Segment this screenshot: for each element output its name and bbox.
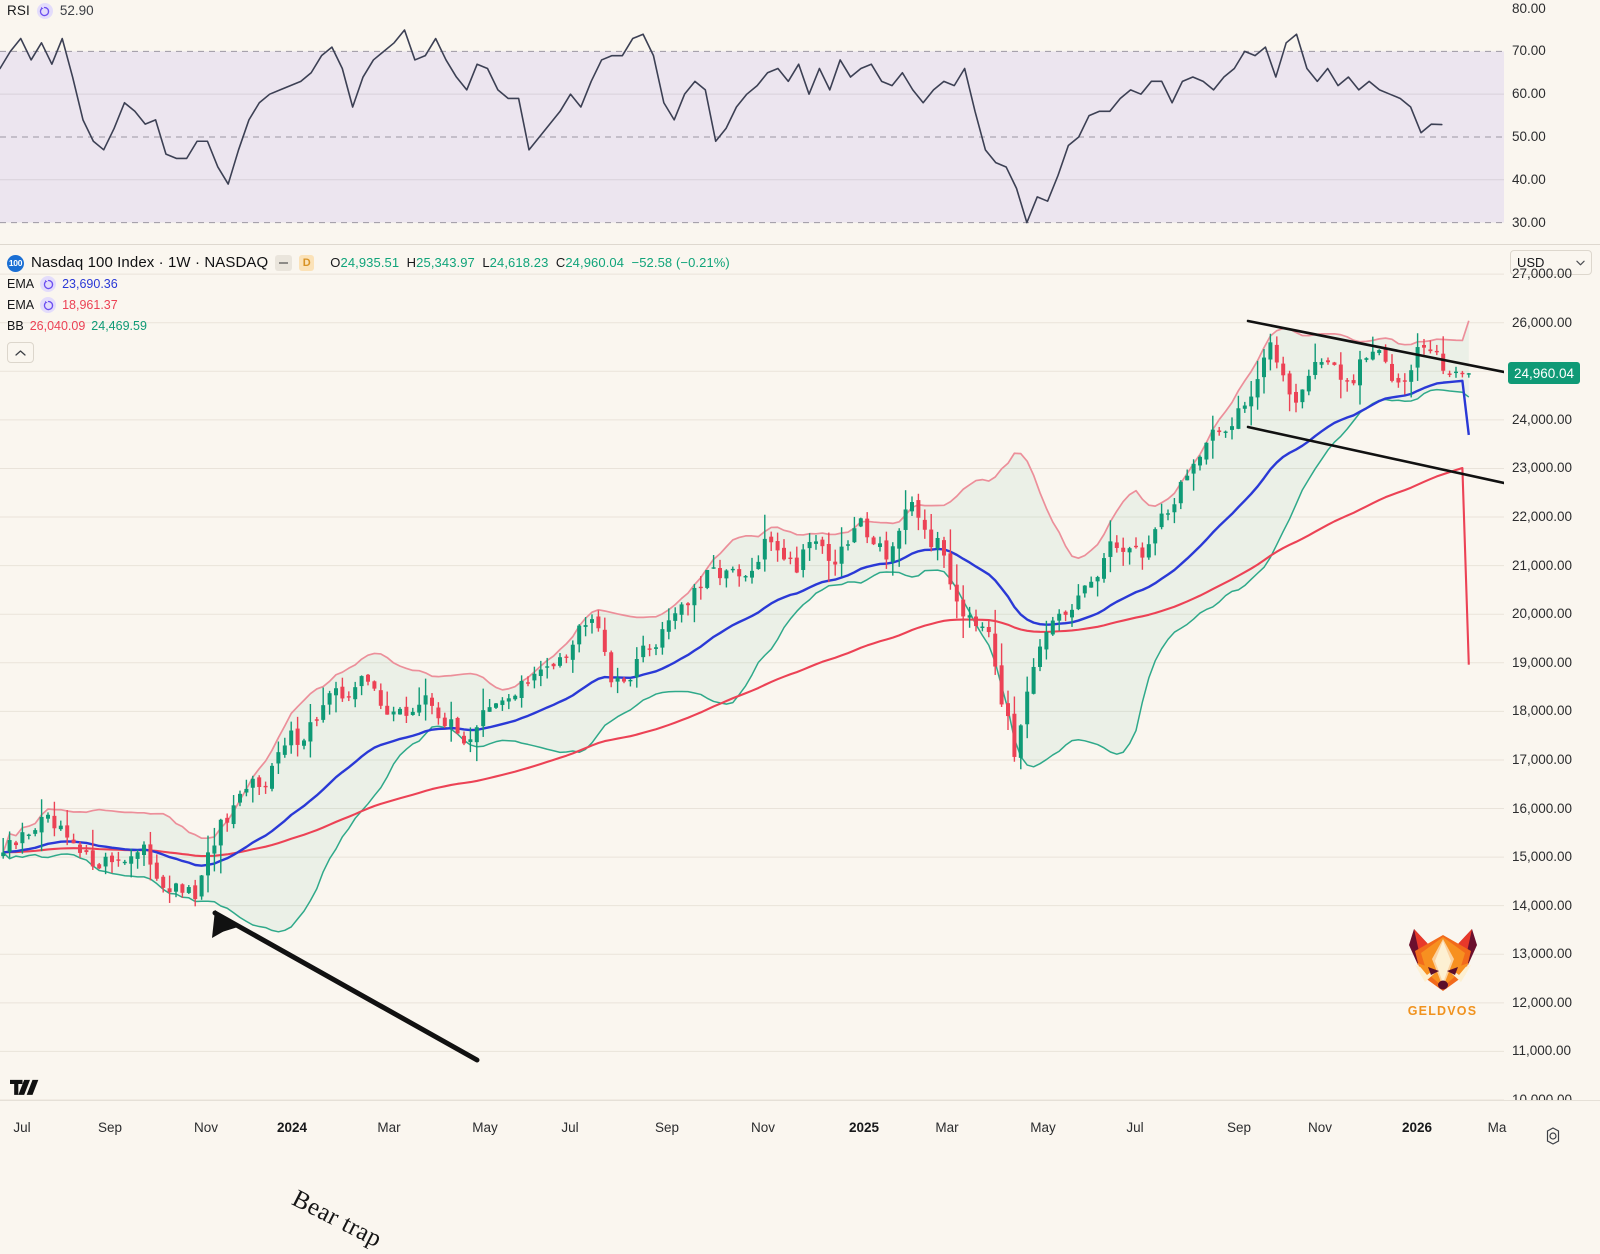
price-axis-label: 12,000.00 [1512, 994, 1573, 1010]
last-price-tag[interactable]: 24,960.04 [1508, 362, 1581, 385]
bb-lower-value: 24,469.59 [91, 319, 147, 333]
ohlc-values: O24,935.51 H25,343.97 L24,618.23 C24,960… [330, 256, 730, 270]
ohlc-close-key: C [555, 255, 566, 270]
ema-slow-value: 18,961.37 [62, 298, 118, 312]
time-axis-label: Jul [13, 1120, 31, 1135]
rsi-axis-label: 30.00 [1512, 214, 1546, 230]
time-axis-label: Mar [377, 1120, 401, 1135]
bb-label: BB [7, 319, 24, 333]
ema-slow-label: EMA [7, 298, 35, 312]
time-axis-label: Nov [193, 1120, 219, 1135]
rsi-price-axis[interactable]: 80.00 70.00 60.00 50.00 40.00 30.00 [1504, 0, 1600, 244]
time-axis-label: 2024 [276, 1120, 308, 1135]
pane-separator[interactable] [0, 244, 1600, 245]
price-axis-label: 14,000.00 [1512, 897, 1573, 913]
ohlc-low-value: 24,618.23 [489, 255, 549, 270]
price-axis-label: 16,000.00 [1512, 800, 1573, 816]
price-pane[interactable]: 100 Nasdaq 100 Index · 1W · NASDAQ D O24… [0, 245, 1504, 1100]
rsi-axis-label: 60.00 [1512, 86, 1546, 102]
currency-value: USD [1517, 255, 1545, 270]
rsi-legend[interactable]: RSI 52.90 [7, 3, 94, 19]
time-axis-label: 2026 [1401, 1120, 1433, 1135]
time-axis[interactable]: Jul Sep Nov 2024 Mar May Jul Sep Nov 2025 Mar May Ju… [0, 1100, 1600, 1153]
refresh-icon[interactable] [40, 276, 57, 292]
refresh-icon[interactable] [36, 3, 53, 19]
time-axis-label: May [1030, 1120, 1056, 1135]
price-axis-label: 18,000.00 [1512, 703, 1573, 719]
bb-legend-row[interactable]: BB 26,040.09 24,469.59 [7, 317, 147, 335]
price-axis-label: 22,000.00 [1512, 509, 1573, 525]
ema-fast-legend-row[interactable]: EMA 23,690.36 [7, 275, 118, 293]
ohlc-open-value: 24,935.51 [340, 255, 400, 270]
rsi-axis-label: 80.00 [1512, 0, 1546, 16]
ema-slow-legend-row[interactable]: EMA 18,961.37 [7, 296, 118, 314]
time-axis-label: Jul [561, 1120, 579, 1135]
price-axis[interactable]: USD 24,960.04 27,000.00 26,000.00 24,000.0… [1504, 245, 1600, 1107]
rsi-axis-label: 40.00 [1512, 171, 1546, 187]
nasdaq-100-badge-icon: 100 [7, 254, 24, 272]
price-axis-label: 21,000.00 [1512, 557, 1573, 573]
axis-divider [0, 1100, 1600, 1101]
symbol-title[interactable]: Nasdaq 100 Index · 1W · NASDAQ [31, 254, 269, 271]
ohlc-low-key: L [482, 255, 490, 270]
bear-trap-label[interactable]: Bear trap [287, 1185, 387, 1254]
time-axis-label: Ma [1487, 1120, 1507, 1135]
price-axis-label: 27,000.00 [1512, 266, 1573, 282]
price-axis-label: 15,000.00 [1512, 849, 1573, 865]
rsi-axis-label: 50.00 [1512, 128, 1546, 144]
ohlc-change: −52.58 (−0.21%) [631, 255, 730, 270]
ohlc-open-key: O [330, 255, 341, 270]
time-axis-label: Sep [97, 1120, 123, 1135]
candles [1, 333, 1471, 907]
price-axis-label: 13,000.00 [1512, 946, 1573, 962]
refresh-icon[interactable] [40, 297, 57, 313]
ohlc-high-value: 25,343.97 [416, 255, 475, 270]
time-axis-label: Jul [1126, 1120, 1144, 1135]
time-axis-label: 2025 [848, 1120, 880, 1135]
rsi-legend-title: RSI [7, 3, 30, 18]
bb-upper-value: 26,040.09 [29, 319, 86, 333]
time-axis-label: Nov [1307, 1120, 1333, 1135]
geldvos-watermark: GELDVOS [1400, 925, 1485, 1018]
price-legend[interactable]: 100 Nasdaq 100 Index · 1W · NASDAQ D O24… [7, 254, 730, 363]
gear-icon[interactable] [1543, 1126, 1563, 1146]
time-axis-label: Nov [750, 1120, 776, 1135]
chevron-up-icon[interactable] [7, 342, 34, 363]
time-axis-label: Sep [1226, 1120, 1252, 1135]
ohlc-close-value: 24,960.04 [565, 255, 625, 270]
price-plot [0, 273, 1504, 1100]
dividends-toggle-icon[interactable]: D [299, 255, 315, 271]
currency-select[interactable]: USD [1510, 250, 1592, 275]
fox-logo-icon [1408, 929, 1477, 991]
price-axis-label: 23,000.00 [1512, 460, 1573, 476]
rsi-value: 52.90 [59, 3, 94, 18]
bar-style-icon[interactable] [275, 255, 293, 271]
price-axis-label: 19,000.00 [1512, 654, 1573, 670]
tradingview-logo-icon[interactable] [10, 1078, 40, 1100]
ema-fast-label: EMA [7, 277, 35, 291]
time-axis-label: Mar [935, 1120, 959, 1135]
rsi-axis-label: 70.00 [1512, 43, 1546, 59]
time-axis-label: May [472, 1120, 498, 1135]
time-axis-label: Sep [654, 1120, 680, 1135]
geldvos-brand-name: GELDVOS [1407, 1004, 1478, 1018]
price-axis-label: 20,000.00 [1512, 606, 1573, 622]
price-axis-label: 11,000.00 [1512, 1043, 1572, 1059]
rsi-plot [0, 29, 1504, 224]
ema-fast-value: 23,690.36 [62, 277, 118, 291]
rsi-pane[interactable]: RSI 52.90 [0, 0, 1504, 244]
chevron-down-icon [1576, 260, 1585, 265]
symbol-legend-row[interactable]: 100 Nasdaq 100 Index · 1W · NASDAQ D O24… [7, 254, 730, 272]
price-axis-label: 26,000.00 [1512, 314, 1573, 330]
price-axis-label: 24,000.00 [1512, 411, 1573, 427]
ohlc-high-key: H [406, 255, 417, 270]
price-axis-label: 17,000.00 [1512, 751, 1573, 767]
